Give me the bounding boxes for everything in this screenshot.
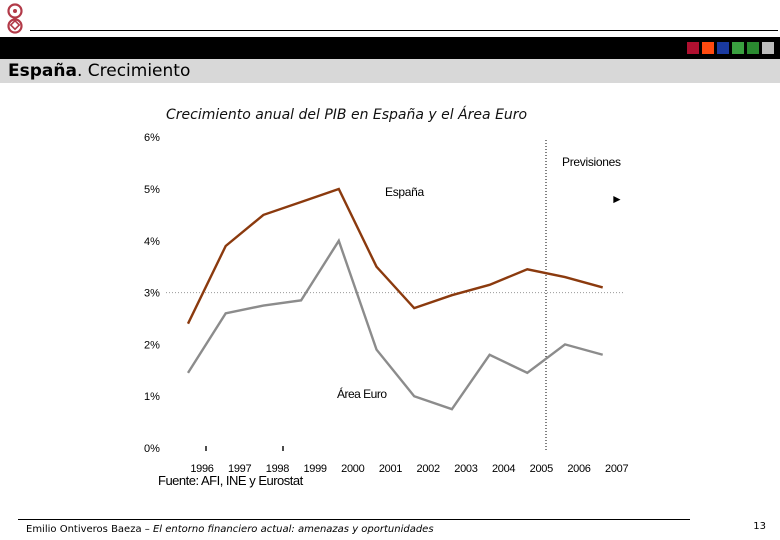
page-number: 13 [753, 521, 766, 532]
y-tick-label: 4% [144, 236, 160, 248]
page-title: España. Crecimiento [8, 61, 190, 81]
series-line-espana [186, 187, 604, 325]
y-tick-label: 1% [144, 391, 160, 403]
forecast-label: Previsiones [562, 155, 621, 169]
swatch-4 [732, 42, 744, 54]
swatch-6 [762, 42, 774, 54]
page-title-rest: . Crecimiento [76, 61, 191, 81]
swatch-3 [717, 42, 729, 54]
swatch-5 [747, 42, 759, 54]
x-tick-label: 2007 [605, 463, 628, 475]
header-band [0, 37, 780, 59]
x-tick-label: 1996 [190, 463, 213, 475]
series-label-espana: España [385, 185, 425, 199]
swatch-2 [702, 42, 714, 54]
title-band [0, 59, 780, 83]
y-tick-label: 2% [144, 339, 160, 351]
x-tick-label: 2000 [341, 463, 364, 475]
series-label-area-euro: Área Euro [337, 386, 387, 401]
footer-rule [18, 519, 690, 520]
x-tick-label: 2003 [454, 463, 477, 475]
page-title-bold: España [8, 61, 77, 81]
x-tick-label: 2001 [379, 463, 402, 475]
footer-text: Emilio Ontiveros Baeza – El entorno fina… [26, 524, 434, 535]
color-swatches [687, 42, 774, 54]
y-tick-label: 6% [144, 132, 160, 144]
top-rule [30, 30, 778, 31]
x-tick-label: 2006 [567, 463, 590, 475]
chart-title: Crecimiento anual del PIB en España y el… [166, 107, 528, 123]
y-tick-label: 3% [144, 288, 160, 300]
footer-talk: El entorno financiero actual: amenazas y… [152, 524, 434, 535]
y-tick-label: 0% [144, 443, 160, 455]
x-tick-label: 1998 [266, 463, 289, 475]
forecast-arrow: ► [611, 192, 623, 206]
logo-icon [7, 3, 23, 34]
y-tick-label: 5% [144, 184, 160, 196]
x-tick-label: 2002 [417, 463, 440, 475]
x-tick-label: 2005 [530, 463, 553, 475]
series-line-area-euro [186, 238, 604, 411]
x-tick-label: 1997 [228, 463, 251, 475]
source-note: Fuente: AFI, INE y Eurostat [158, 473, 303, 488]
footer-author: Emilio Ontiveros Baeza – [26, 524, 153, 535]
x-tick-label: 2004 [492, 463, 515, 475]
x-tick-label: 1999 [303, 463, 326, 475]
swatch-1 [687, 42, 699, 54]
